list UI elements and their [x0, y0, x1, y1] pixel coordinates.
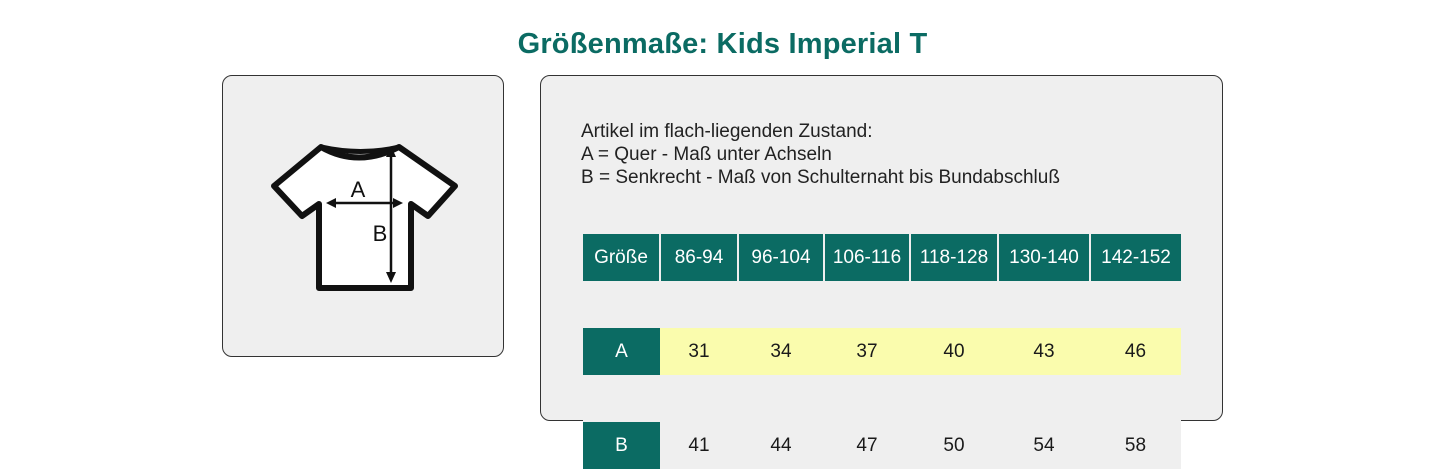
measurement-description: Artikel im flach-liegenden Zustand: A = … — [581, 120, 1060, 189]
description-line: B = Senkrecht - Maß von Schulternaht bis… — [581, 167, 1060, 188]
size-header: 130-140 — [998, 234, 1091, 281]
size-header: 86-94 — [660, 234, 739, 281]
table-row: A 31 34 37 40 43 46 — [583, 328, 1181, 375]
table-cell: 47 — [824, 422, 910, 469]
label-a: A — [351, 177, 366, 202]
page-title: Größenmaße: Kids Imperial T — [517, 28, 928, 60]
table-cell: 41 — [660, 422, 738, 469]
table-cell: 40 — [910, 328, 998, 375]
table-cell: 46 — [1090, 328, 1181, 375]
size-header: 142-152 — [1090, 234, 1181, 281]
table-cell: 31 — [660, 328, 738, 375]
size-header: 96-104 — [738, 234, 825, 281]
table-cell: 58 — [1090, 422, 1181, 469]
table-cell: 43 — [998, 328, 1090, 375]
row-label: B — [583, 422, 660, 469]
size-header: 106-116 — [824, 234, 911, 281]
table-corner-header: Größe — [583, 234, 661, 281]
table-header-row: Größe 86-94 96-104 106-116 118-128 130-1… — [583, 234, 1181, 281]
row-label: A — [583, 328, 660, 375]
table-cell: 44 — [738, 422, 824, 469]
table-cell: 54 — [998, 422, 1090, 469]
table-cell: 34 — [738, 328, 824, 375]
size-info-card: Artikel im flach-liegenden Zustand: A = … — [540, 75, 1223, 469]
table-row: B 41 44 47 50 54 58 — [583, 422, 1181, 469]
tshirt-diagram-icon: A B — [271, 144, 458, 291]
description-line: A = Quer - Maß unter Achseln — [581, 144, 832, 165]
table-cell: 37 — [824, 328, 910, 375]
label-b: B — [373, 221, 388, 246]
size-table: Größe 86-94 96-104 106-116 118-128 130-1… — [583, 234, 1181, 469]
tshirt-diagram-card: A B — [222, 75, 504, 357]
table-cell: 50 — [910, 422, 998, 469]
description-line: Artikel im flach-liegenden Zustand: — [581, 121, 873, 142]
size-header: 118-128 — [910, 234, 999, 281]
